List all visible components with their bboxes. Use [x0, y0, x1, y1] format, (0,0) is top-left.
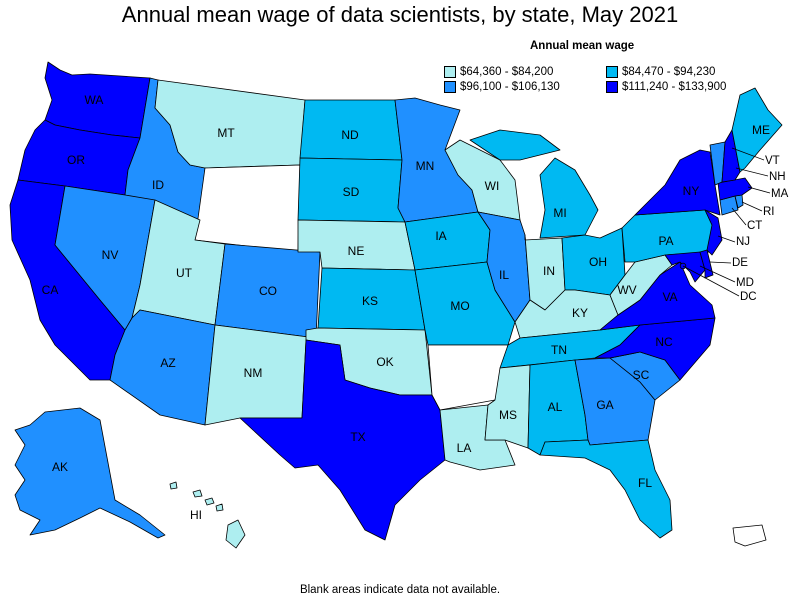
state-label: AK [52, 460, 68, 474]
state-mi[interactable] [469, 129, 599, 239]
legend-item: $64,360 - $84,200 [444, 66, 553, 78]
state-nh[interactable] [721, 129, 741, 183]
state-label: UT [176, 266, 193, 280]
state-label: FL [638, 476, 652, 490]
state-me[interactable] [731, 87, 783, 173]
legend-label: $96,100 - $106,130 [460, 81, 560, 93]
state-label: OR [67, 153, 85, 167]
state-label: AL [548, 400, 563, 414]
state-ar[interactable] [427, 344, 509, 411]
state-label: MI [553, 206, 566, 220]
state-label: RI [763, 206, 775, 218]
state-tx[interactable] [239, 339, 446, 541]
state-label: LA [457, 441, 472, 455]
legend-label: $84,470 - $94,230 [622, 66, 716, 78]
state-ia[interactable] [404, 211, 491, 271]
state-label: VT [765, 155, 780, 167]
state-hi[interactable] [169, 481, 246, 549]
state-label: TX [350, 430, 365, 444]
state-label: OK [376, 355, 393, 369]
legend-item: $111,240 - $133,900 [606, 81, 726, 93]
state-label: IN [543, 264, 555, 278]
state-label: CA [42, 283, 59, 297]
state-label: PA [658, 234, 673, 248]
map-title: Annual mean wage of data scientists, by … [121, 2, 679, 27]
state-label: NH [769, 171, 786, 183]
state-label: NJ [736, 236, 750, 248]
legend-item: $84,470 - $94,230 [606, 66, 715, 78]
state-label: MA [771, 188, 789, 200]
state-nc[interactable] [594, 317, 716, 381]
legend-item: $96,100 - $106,130 [444, 81, 560, 93]
state-label: MN [416, 159, 435, 173]
state-nj[interactable] [704, 209, 723, 256]
state-label: OH [589, 255, 607, 269]
state-pr[interactable] [732, 524, 767, 547]
state-label: HI [190, 508, 202, 522]
state-label: SC [633, 368, 650, 382]
state-label: VA [662, 290, 677, 304]
state-wy[interactable] [194, 164, 301, 253]
state-label: MD [736, 277, 754, 289]
legend-swatch [606, 66, 618, 78]
state-label: WA [85, 93, 104, 107]
state-label: NE [348, 244, 365, 258]
state-label: SD [343, 185, 360, 199]
state-label: MT [217, 126, 235, 140]
legend-swatch [606, 81, 618, 93]
state-ak[interactable] [14, 407, 166, 539]
state-label: NC [655, 335, 673, 349]
state-de[interactable] [699, 249, 714, 279]
legend-label: $64,360 - $84,200 [460, 66, 554, 78]
state-label: IL [499, 268, 509, 282]
state-label: KY [572, 306, 588, 320]
state-label: KS [362, 294, 378, 308]
state-ny[interactable] [634, 149, 721, 216]
state-ma[interactable] [717, 177, 753, 201]
state-label: ND [341, 128, 359, 142]
state-wi[interactable] [444, 139, 521, 221]
state-fl[interactable] [539, 439, 673, 539]
state-label: NY [683, 184, 700, 198]
state-label: NV [102, 248, 119, 262]
legend-swatch [444, 81, 456, 93]
state-label: TN [551, 343, 567, 357]
state-label: MO [450, 299, 469, 313]
state-label: CO [259, 284, 277, 298]
state-label: IA [435, 229, 446, 243]
legend-swatch [444, 66, 456, 78]
state-label: DC [740, 291, 757, 303]
state-label: WI [485, 179, 500, 193]
state-label: GA [596, 398, 613, 412]
state-label: AZ [160, 356, 175, 370]
state-label: ID [152, 178, 164, 192]
state-label: WV [617, 283, 636, 297]
state-label: NM [244, 366, 263, 380]
legend-label: $111,240 - $133,900 [622, 81, 727, 93]
legend-title: Annual mean wage [530, 40, 635, 52]
state-label: MS [499, 408, 517, 422]
state-label: CT [747, 220, 762, 232]
state-label: DE [732, 257, 748, 269]
footnote: Blank areas indicate data not available. [299, 584, 501, 596]
state-label: ME [752, 123, 770, 137]
